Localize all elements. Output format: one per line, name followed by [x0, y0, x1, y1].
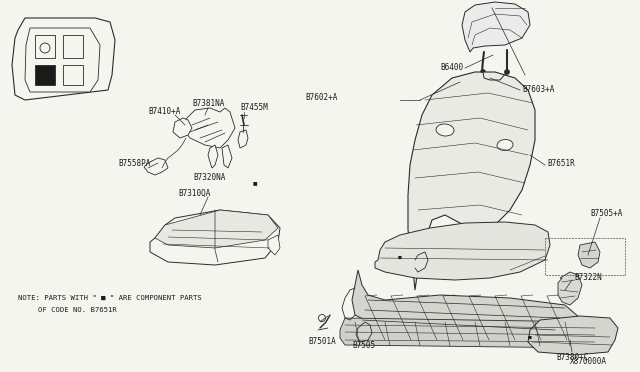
- Polygon shape: [578, 242, 600, 268]
- Polygon shape: [35, 35, 55, 58]
- Polygon shape: [352, 270, 585, 345]
- Polygon shape: [150, 210, 280, 265]
- Circle shape: [481, 70, 486, 74]
- Polygon shape: [182, 108, 235, 148]
- Text: B7501A: B7501A: [308, 337, 336, 346]
- Polygon shape: [340, 318, 605, 348]
- Text: B7320NA: B7320NA: [193, 173, 225, 183]
- Text: OF CODE NO. B7651R: OF CODE NO. B7651R: [38, 307, 116, 313]
- Polygon shape: [155, 210, 278, 248]
- Polygon shape: [63, 35, 83, 58]
- Text: B7310QA: B7310QA: [178, 189, 211, 198]
- Polygon shape: [208, 145, 218, 168]
- Text: B7505: B7505: [352, 340, 375, 350]
- Polygon shape: [144, 158, 168, 175]
- Polygon shape: [63, 65, 83, 85]
- Ellipse shape: [436, 124, 454, 136]
- Polygon shape: [222, 145, 232, 168]
- Text: B7603+A: B7603+A: [522, 86, 554, 94]
- Text: B7505+A: B7505+A: [590, 208, 622, 218]
- Polygon shape: [25, 28, 100, 92]
- Text: B7558PA: B7558PA: [118, 158, 150, 167]
- Ellipse shape: [497, 140, 513, 151]
- Circle shape: [504, 70, 509, 74]
- Text: B7322N: B7322N: [574, 273, 602, 282]
- Polygon shape: [528, 316, 618, 355]
- Text: B6400: B6400: [440, 64, 463, 73]
- Text: ■: ■: [253, 180, 257, 186]
- Text: B7381NA: B7381NA: [192, 99, 225, 109]
- Polygon shape: [558, 272, 582, 305]
- Text: ■: ■: [528, 336, 532, 340]
- Text: B7410+A: B7410+A: [148, 108, 180, 116]
- Polygon shape: [35, 65, 55, 85]
- Text: B7651R: B7651R: [547, 158, 575, 167]
- Text: NOTE: PARTS WITH " ■ " ARE COMPONENT PARTS: NOTE: PARTS WITH " ■ " ARE COMPONENT PAR…: [18, 295, 202, 301]
- Text: B7380+C: B7380+C: [556, 353, 588, 362]
- Polygon shape: [462, 2, 530, 52]
- Polygon shape: [356, 322, 372, 342]
- Text: B7455M: B7455M: [240, 103, 268, 112]
- Polygon shape: [12, 18, 115, 100]
- Text: X870000A: X870000A: [570, 357, 607, 366]
- Polygon shape: [173, 118, 192, 138]
- Polygon shape: [268, 235, 280, 255]
- Text: ■: ■: [398, 256, 402, 260]
- Polygon shape: [238, 130, 248, 148]
- Polygon shape: [408, 72, 535, 290]
- Text: B7602+A: B7602+A: [305, 93, 337, 102]
- Polygon shape: [375, 222, 550, 280]
